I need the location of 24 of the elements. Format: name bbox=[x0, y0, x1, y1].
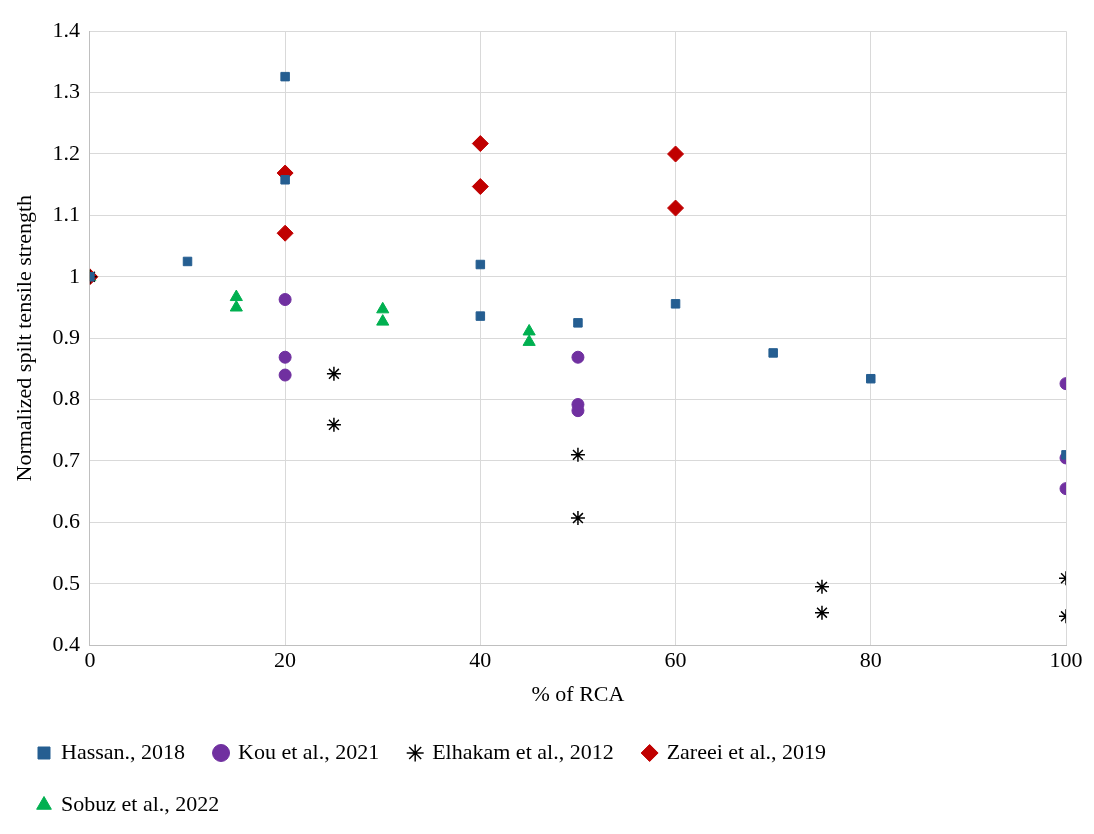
x-tick-label: 40 bbox=[469, 647, 492, 673]
y-axis-title: Normalized spilt tensile strength bbox=[10, 194, 36, 482]
x-axis-title: % of RCA bbox=[531, 680, 625, 706]
legend-label: Sobuz et al., 2022 bbox=[61, 790, 220, 816]
legend-label: Kou et al., 2021 bbox=[238, 738, 380, 764]
y-tick-label: 0.6 bbox=[52, 508, 80, 534]
y-tick-label: 0.7 bbox=[52, 446, 80, 472]
y-tick-label: 1.4 bbox=[52, 16, 80, 42]
y-tick-label: 0.4 bbox=[52, 630, 80, 656]
x-tick-label: 0 bbox=[84, 647, 96, 673]
legend-label: Elhakam et al., 2012 bbox=[432, 738, 614, 764]
x-tick-label: 20 bbox=[274, 647, 297, 673]
y-tick-label: 1 bbox=[68, 262, 80, 288]
legend-label: Zareei et al., 2019 bbox=[666, 738, 827, 764]
x-tick-label: 60 bbox=[664, 647, 687, 673]
y-tick-label: 1.1 bbox=[52, 201, 80, 227]
x-tick-label: 80 bbox=[859, 647, 882, 673]
y-tick-label: 0.5 bbox=[52, 569, 80, 595]
legend-label: Hassan., 2018 bbox=[61, 738, 186, 764]
y-tick-label: 1.2 bbox=[52, 139, 80, 165]
y-tick-label: 1.3 bbox=[52, 78, 80, 104]
y-tick-label: 0.9 bbox=[52, 323, 80, 349]
x-tick-label: 100 bbox=[1049, 647, 1083, 673]
y-tick-label: 0.8 bbox=[52, 385, 80, 411]
